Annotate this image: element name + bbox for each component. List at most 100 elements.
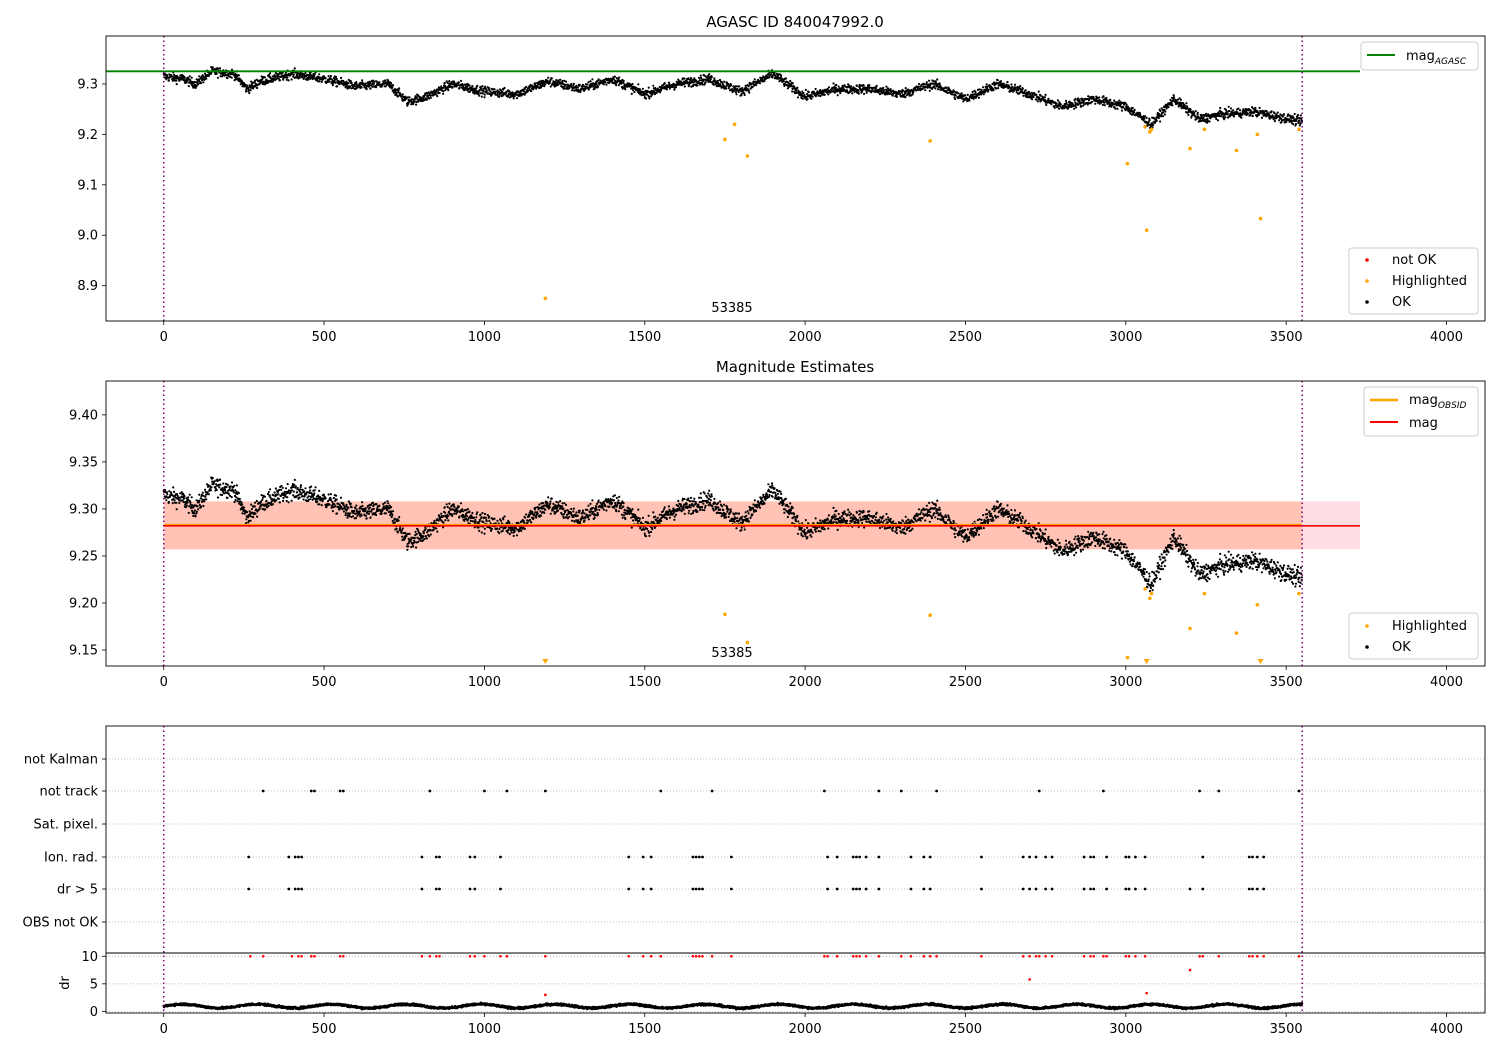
- flag-mark: [1028, 887, 1032, 891]
- panel-agasc-highlighted-point: [1297, 127, 1301, 132]
- flag-mark: [1082, 887, 1086, 891]
- panel-magnitude-offscale-marker: [1143, 659, 1150, 664]
- flag-mark: [297, 887, 300, 891]
- flag-mark: [858, 855, 862, 859]
- flag-mark: [499, 855, 502, 859]
- panel-magnitude-ytick-label: 9.35: [69, 455, 98, 470]
- dr-flag-point: [1034, 955, 1038, 958]
- flag-mark: [701, 855, 704, 859]
- flag-mark: [1044, 887, 1048, 891]
- flag-mark: [855, 887, 858, 891]
- flag-mark: [1262, 887, 1266, 891]
- dr-flag-point: [855, 955, 858, 958]
- dr-flag-point: [697, 955, 701, 958]
- flag-mark: [641, 887, 645, 891]
- dr-flag-point: [342, 955, 345, 958]
- panel-magnitude-annotation: 53385: [711, 646, 752, 661]
- flag-mark: [1037, 789, 1041, 793]
- panel-agasc-highlighted-point: [723, 137, 727, 142]
- flag-mark: [1089, 855, 1092, 859]
- dr-flag-point: [1262, 955, 1266, 958]
- flag-mark: [261, 789, 265, 793]
- flag-mark: [434, 887, 438, 891]
- panel-agasc-highlighted-point: [745, 154, 750, 158]
- panel-magnitude-title: Magnitude Estimates: [716, 358, 874, 376]
- dr-flag-point: [701, 955, 704, 958]
- flag-mark: [1021, 887, 1025, 891]
- dr-flag-point: [835, 955, 839, 958]
- dr-flag-point: [1201, 955, 1205, 958]
- flag-mark: [1201, 855, 1205, 859]
- flag-mark: [697, 887, 701, 891]
- flag-mark: [1143, 887, 1147, 891]
- flag-mark: [877, 887, 881, 891]
- flag-mark: [1251, 887, 1254, 891]
- flag-mark: [922, 887, 926, 891]
- flag-mark: [1198, 789, 1201, 793]
- flag-row-label: Sat. pixel.: [34, 818, 98, 833]
- flag-mark: [710, 789, 714, 793]
- panel-dr-xtick-label: 3000: [1109, 1022, 1142, 1037]
- flag-mark: [627, 855, 631, 859]
- panel-agasc-frame: [105, 35, 1486, 322]
- dr-flag-point: [499, 955, 502, 958]
- panel-agasc-highlighted-point: [1188, 146, 1192, 151]
- flag-mark: [1201, 887, 1205, 891]
- dr-flag-point: [1145, 991, 1148, 995]
- dr-flag-point: [473, 955, 477, 958]
- dr-flag-point: [290, 955, 294, 958]
- flag-mark: [877, 789, 881, 793]
- flag-mark: [729, 887, 733, 891]
- flag-mark: [899, 789, 903, 793]
- flag-mark: [1021, 855, 1025, 859]
- flag-mark: [627, 887, 631, 891]
- dr-flag-point: [1217, 955, 1221, 958]
- dr-flag-point: [1037, 955, 1041, 958]
- dr-flag-point: [544, 993, 547, 997]
- dr-flag-point: [1050, 955, 1054, 958]
- dr-flag-point: [428, 955, 432, 958]
- panel-magnitude-xtick-label: 500: [312, 675, 337, 690]
- flag-mark: [1101, 789, 1105, 793]
- flag-mark: [691, 887, 695, 891]
- flag-mark: [877, 855, 881, 859]
- panel-magnitude-ytick-label: 9.25: [69, 549, 98, 564]
- flag-mark: [649, 855, 653, 859]
- panel-magnitude-frame: [105, 380, 1486, 667]
- panel-magnitude-highlighted-point: [928, 613, 932, 618]
- flag-mark: [1044, 855, 1048, 859]
- panel-agasc-highlighted-point: [1144, 228, 1149, 233]
- flag-mark: [1089, 887, 1092, 891]
- flag-mark: [1105, 887, 1108, 891]
- dr-flag-point: [338, 955, 342, 958]
- panel-magnitude-xtick-label: 3500: [1270, 675, 1303, 690]
- flag-mark: [505, 789, 509, 793]
- flag-mark: [826, 887, 829, 891]
- flag-mark: [338, 789, 342, 793]
- panel-agasc-xtick-label: 500: [312, 330, 337, 345]
- panel-agasc-xtick-label: 2000: [789, 330, 822, 345]
- dr-flag-point: [300, 955, 303, 958]
- dr-flag-point: [1247, 955, 1251, 958]
- dr-flag-point: [505, 955, 509, 958]
- dr-flag-point: [261, 955, 265, 958]
- panel-agasc-ytick-label: 9.3: [77, 77, 98, 92]
- flag-mark: [438, 855, 441, 859]
- panel-agasc-xtick-label: 1500: [628, 330, 661, 345]
- flag-mark: [1134, 855, 1137, 859]
- flag-mark: [1134, 887, 1137, 891]
- panel-magnitude-ok-points: [162, 476, 1304, 593]
- flag-mark: [851, 855, 855, 859]
- flag-mark: [822, 789, 826, 793]
- panel-magnitude-highlighted-point: [1234, 631, 1239, 635]
- flag-row-label: Ion. rad.: [44, 851, 98, 866]
- panel-dr-xtick-label: 3500: [1270, 1022, 1303, 1037]
- flag-mark: [1127, 887, 1131, 891]
- flag-mark: [1247, 855, 1251, 859]
- panel-agasc-highlighted-point: [732, 122, 737, 127]
- flag-mark: [697, 855, 701, 859]
- panel-agasc-title: AGASC ID 840047992.0: [706, 13, 884, 31]
- dr-flag-point: [691, 955, 695, 958]
- panel-dr-xtick-label: 2500: [949, 1022, 982, 1037]
- flag-row-label: not Kalman: [24, 753, 98, 768]
